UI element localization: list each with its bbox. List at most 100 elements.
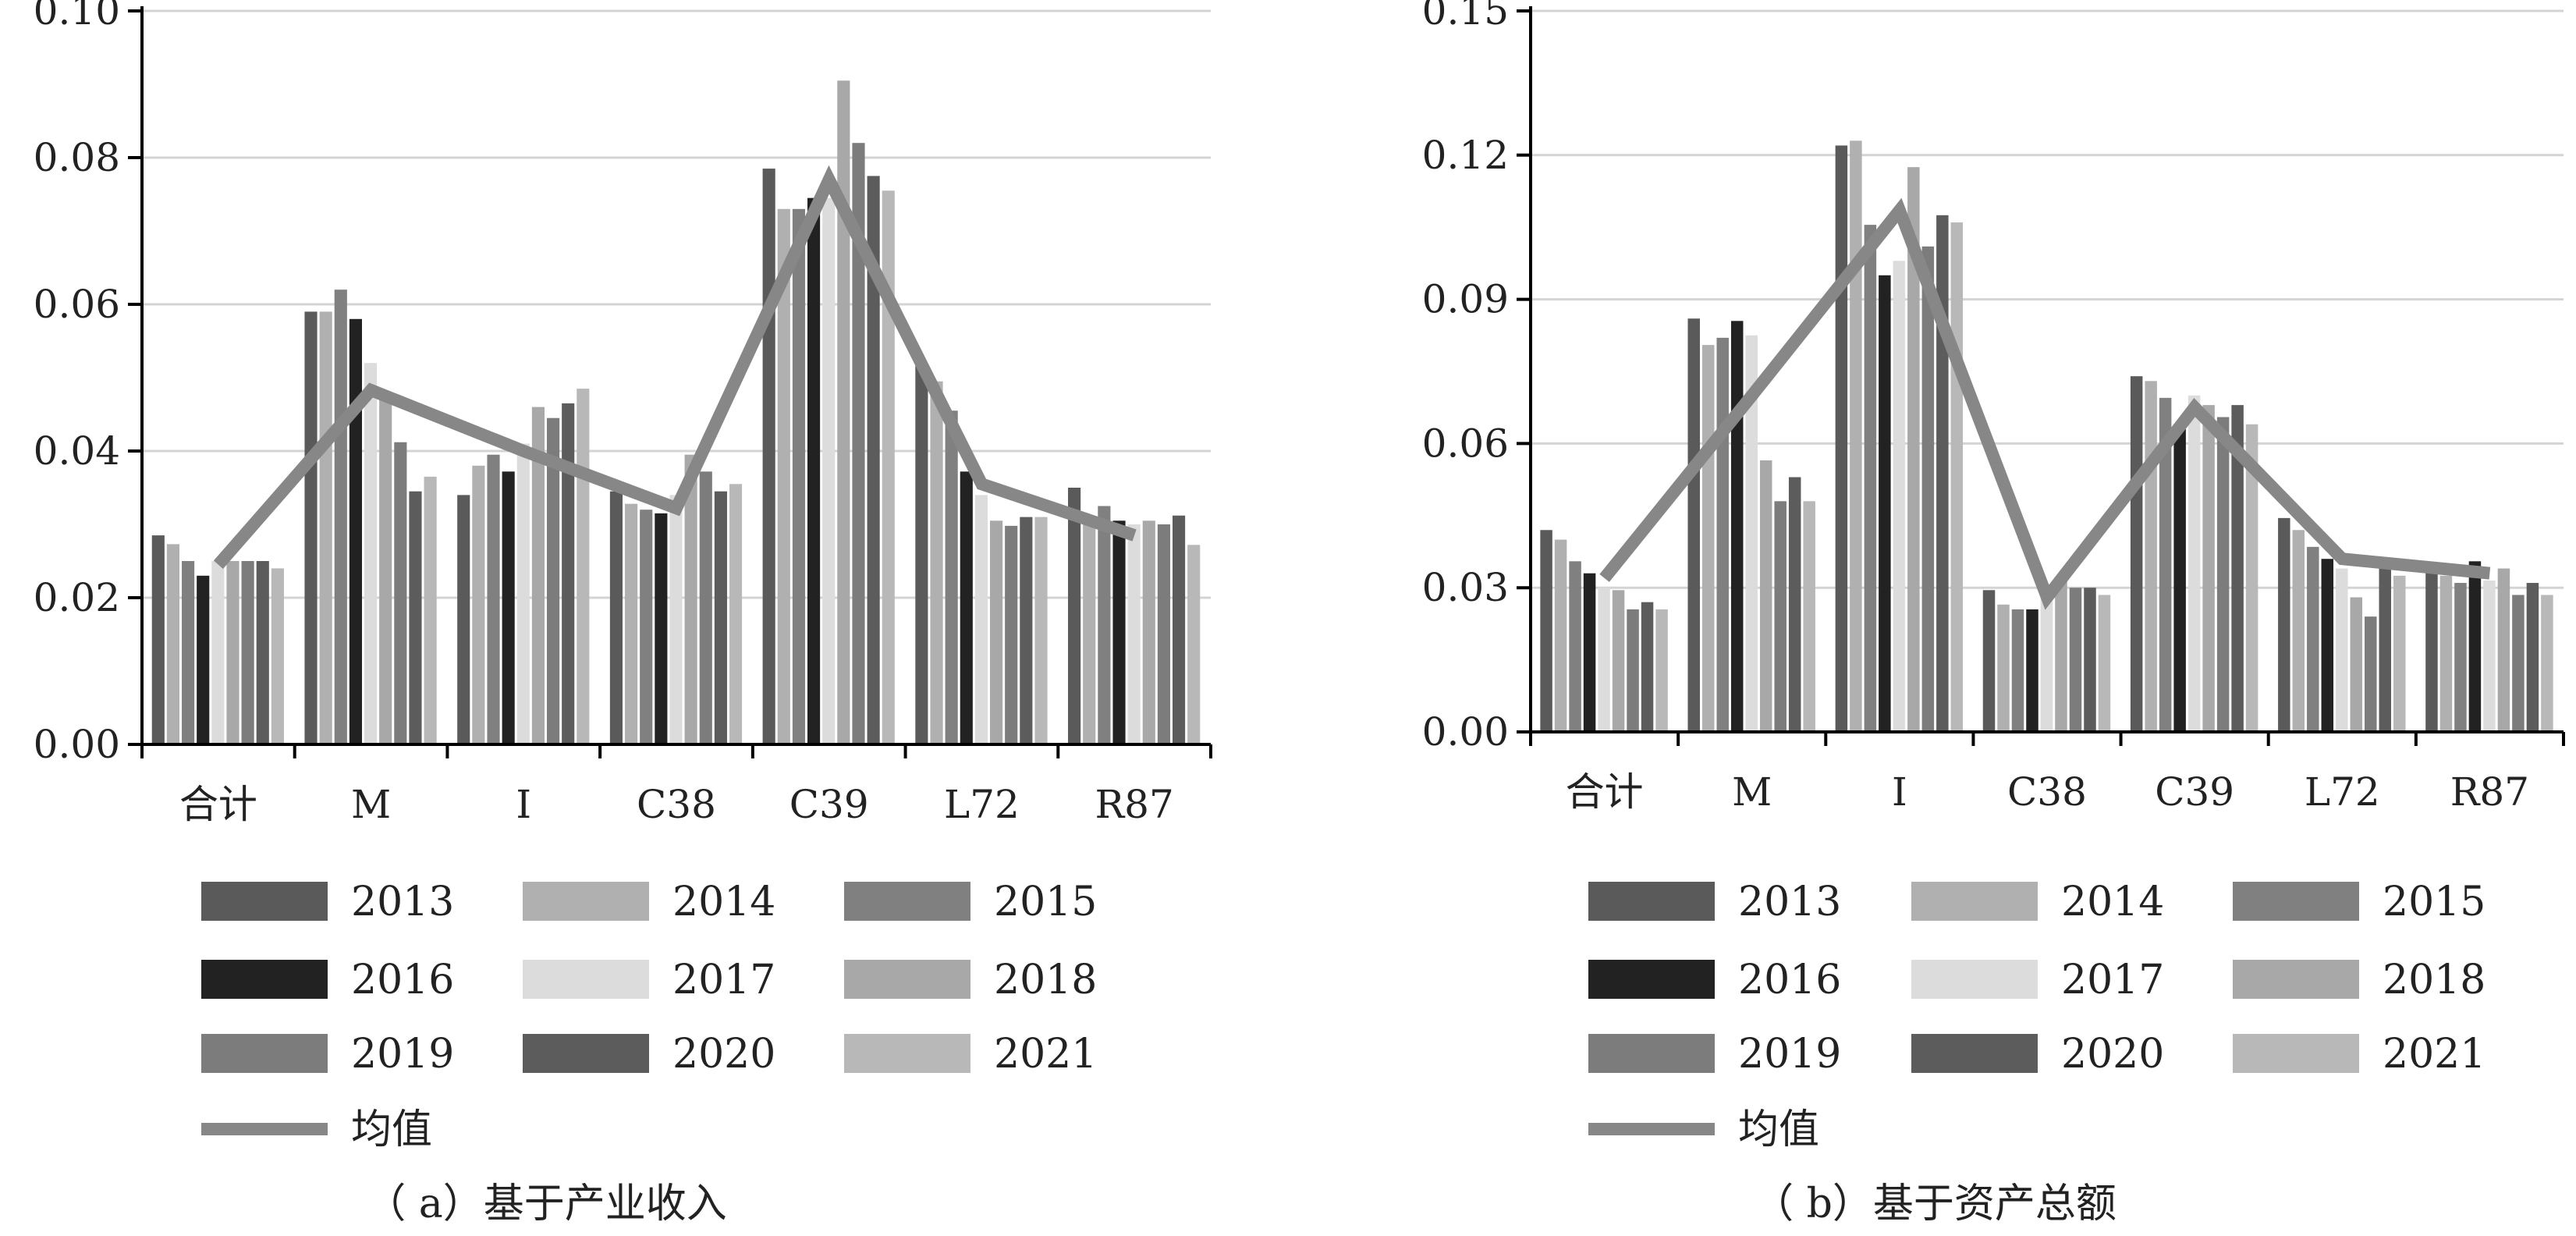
bar-2018-0 <box>1612 590 1625 732</box>
y-tick-label: 0.06 <box>1422 421 1509 466</box>
bar-2013-6 <box>1068 488 1081 744</box>
bar-2015-6 <box>1098 506 1111 744</box>
legend-label: 均值 <box>1738 1106 1819 1153</box>
bar-2021-3 <box>2098 595 2111 732</box>
chart-caption: （ b）基于资产总额 <box>1753 1181 2117 1227</box>
bar-2021-3 <box>729 484 743 744</box>
bar-2020-0 <box>256 561 269 744</box>
bar-2020-0 <box>1641 602 1654 732</box>
bar-2017-3 <box>669 495 683 744</box>
bar-2016-6 <box>2468 561 2482 732</box>
bar-2021-4 <box>882 190 895 745</box>
bar-2018-2 <box>531 407 545 744</box>
bar-2013-2 <box>457 495 470 744</box>
bar-2018-1 <box>1759 460 1772 732</box>
bar-2016-2 <box>502 471 515 744</box>
bar-2020-1 <box>409 491 422 744</box>
bar-2015-2 <box>1864 225 1877 732</box>
legend-label: 2015 <box>994 879 1097 925</box>
category-label: I <box>516 782 531 827</box>
category-label: 合计 <box>179 782 257 827</box>
bar-2018-4 <box>837 80 850 745</box>
bar-2020-2 <box>562 403 575 744</box>
bar-2014-1 <box>319 311 332 744</box>
bar-2016-0 <box>1583 573 1596 732</box>
bar-2019-2 <box>546 417 560 744</box>
bar-2015-5 <box>2307 546 2319 732</box>
bar-2015-0 <box>182 561 195 744</box>
bar-2017-5 <box>974 495 988 744</box>
bar-2015-3 <box>2011 609 2024 732</box>
y-tick-label: 0.06 <box>34 282 120 327</box>
bar-2014-4 <box>777 208 790 744</box>
bar-2016-1 <box>1730 321 1744 732</box>
bar-2019-3 <box>2069 588 2082 732</box>
bar-2020-6 <box>1172 515 1186 744</box>
bar-2015-2 <box>487 454 500 744</box>
bar-2016-3 <box>2026 609 2038 732</box>
bar-2013-1 <box>304 311 318 744</box>
bar-2017-2 <box>1893 261 1906 732</box>
bar-2015-5 <box>945 410 958 744</box>
category-label: L72 <box>944 782 1020 827</box>
bar-2014-5 <box>2292 530 2305 732</box>
mean-line <box>213 165 1137 569</box>
legend-label: 2018 <box>994 957 1097 1003</box>
category-label: R87 <box>1095 782 1174 827</box>
legend-swatch <box>844 960 970 999</box>
bar-2019-0 <box>241 561 254 744</box>
bar-2014-2 <box>472 465 485 744</box>
bar-2016-2 <box>1879 275 1891 732</box>
bar-2015-4 <box>792 208 806 744</box>
legend-label: 2019 <box>1738 1031 1841 1078</box>
bar-2020-6 <box>2526 583 2539 732</box>
legend-label: 2014 <box>672 879 775 925</box>
bar-2015-3 <box>640 510 653 744</box>
bar-2020-4 <box>867 176 880 744</box>
bar-2018-3 <box>684 454 697 744</box>
bar-2018-6 <box>2497 568 2510 732</box>
legend-label: 2020 <box>672 1031 775 1078</box>
legend-label: 2017 <box>2061 957 2164 1003</box>
category-label: 合计 <box>1566 769 1644 815</box>
bar-2014-0 <box>166 544 180 744</box>
bar-2015-1 <box>1716 337 1729 732</box>
bar-2020-5 <box>1020 517 1033 744</box>
category-label: C39 <box>789 782 869 827</box>
bar-2017-3 <box>2040 597 2053 732</box>
mean-line <box>1599 197 2491 610</box>
bar-2017-1 <box>364 363 378 744</box>
bar-2014-6 <box>1083 517 1096 744</box>
bar-2018-4 <box>2202 405 2215 732</box>
y-tick-label: 0.04 <box>34 428 120 474</box>
bar-2016-1 <box>349 318 363 744</box>
bar-2018-5 <box>2350 597 2363 732</box>
bar-2016-4 <box>2173 428 2186 732</box>
legend-swatch <box>523 882 649 921</box>
category-label: I <box>1892 769 1907 815</box>
bar-2017-0 <box>1598 588 1610 732</box>
bar-2021-1 <box>424 476 437 744</box>
bar-2017-2 <box>516 443 530 744</box>
y-tick-label: 0.15 <box>1422 0 1509 34</box>
bar-2019-5 <box>1005 525 1018 744</box>
category-label: M <box>351 782 391 827</box>
bar-2020-3 <box>2084 588 2096 732</box>
bar-2021-6 <box>1187 545 1201 744</box>
bar-2019-4 <box>852 143 865 744</box>
bar-2017-1 <box>1745 335 1758 732</box>
bar-2013-0 <box>151 535 165 744</box>
bar-2013-5 <box>915 363 928 744</box>
bar-2014-5 <box>930 381 943 744</box>
bar-2016-6 <box>1112 520 1126 744</box>
bar-2020-3 <box>714 491 727 744</box>
legend-swatch <box>201 960 328 999</box>
legend-swatch <box>201 882 328 921</box>
chart-caption: （ a）基于产业收入 <box>365 1181 727 1227</box>
bar-2013-0 <box>1540 530 1552 732</box>
legend-swatch <box>1588 960 1715 999</box>
bar-2021-2 <box>1950 222 1964 732</box>
bar-2013-4 <box>762 169 775 745</box>
bar-2015-0 <box>1569 561 1581 732</box>
